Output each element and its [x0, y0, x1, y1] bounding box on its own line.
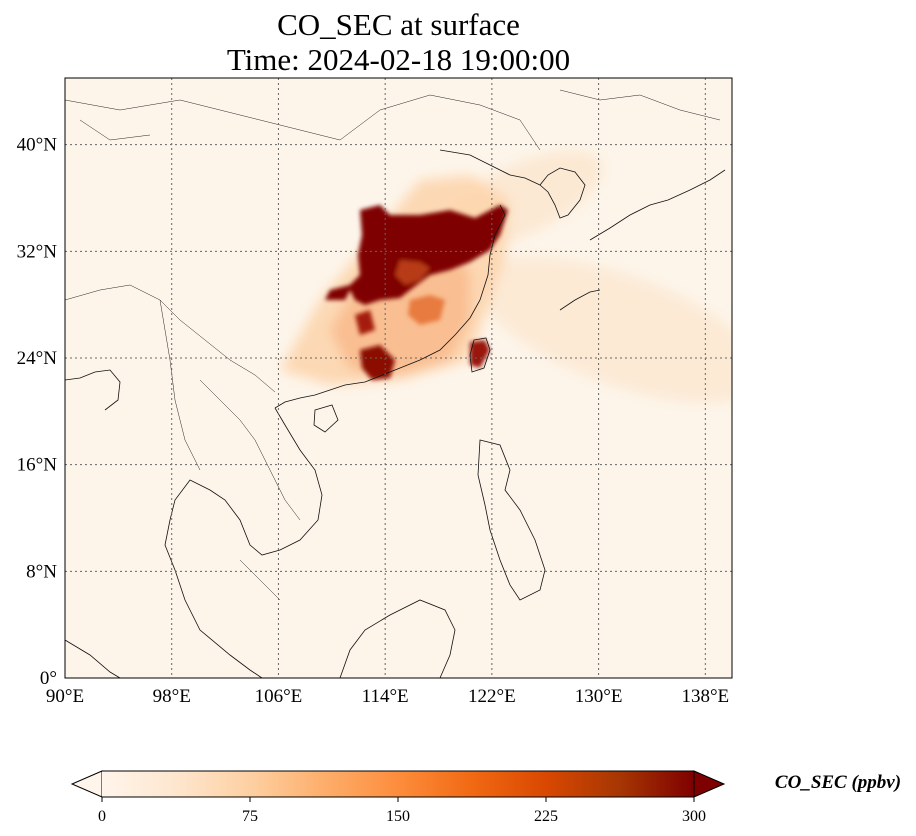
x-tick-label: 138°E	[681, 686, 729, 707]
y-tick-label: 0°	[40, 668, 57, 689]
x-tick-label: 98°E	[153, 686, 191, 707]
colorbar-tick-label: 150	[386, 808, 410, 825]
x-tick-label: 106°E	[255, 686, 303, 707]
colorbar-label: CO_SEC (ppbv)	[775, 772, 901, 793]
colorbar-tick-label: 0	[98, 808, 106, 825]
y-axis-ticks: 0° 8°N 16°N 24°N 32°N 40°N	[17, 135, 58, 689]
x-tick-label: 114°E	[362, 686, 409, 707]
x-tick-label: 90°E	[46, 686, 84, 707]
co-sec-field	[280, 150, 732, 403]
colorbar-extend-high	[693, 770, 726, 798]
x-tick-label: 130°E	[575, 686, 623, 707]
coastlines	[65, 149, 726, 678]
colorbar-ticks: 0 75 150 225 300	[98, 797, 706, 825]
x-axis-ticks: 90°E 98°E 106°E 114°E 122°E 130°E 138°E	[46, 686, 729, 707]
plot-title: CO_SEC at surface	[277, 7, 520, 42]
x-tick-label: 122°E	[468, 686, 516, 707]
y-tick-label: 16°N	[17, 455, 58, 476]
colorbar-gradient	[102, 771, 694, 797]
y-tick-label: 8°N	[26, 561, 57, 582]
map-area	[65, 78, 732, 678]
colorbar: 0 75 150 225 300 CO_SEC (ppbv)	[70, 770, 901, 825]
colorbar-tick-label: 75	[242, 808, 258, 825]
y-tick-label: 24°N	[17, 348, 58, 369]
gridlines	[65, 78, 732, 678]
country-borders	[65, 89, 721, 601]
colorbar-tick-label: 225	[534, 808, 558, 825]
map-frame	[64, 77, 733, 679]
y-tick-label: 32°N	[17, 241, 58, 262]
y-tick-label: 40°N	[17, 135, 58, 156]
colorbar-extend-low	[70, 770, 103, 798]
colorbar-tick-label: 300	[682, 808, 706, 825]
plot-subtitle-time: Time: 2024-02-18 19:00:00	[226, 42, 571, 77]
